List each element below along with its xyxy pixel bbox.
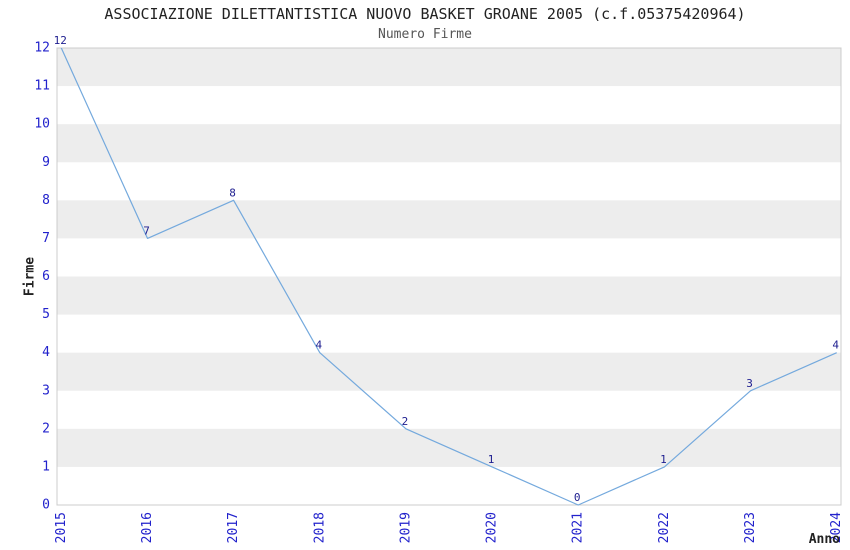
y-tick-label: 7: [42, 231, 50, 246]
x-tick-label: 2022: [657, 512, 672, 543]
alt-band: [57, 124, 841, 163]
x-tick-label: 2015: [54, 512, 69, 543]
data-line: [60, 47, 837, 506]
x-tick-label: 2024: [829, 512, 844, 543]
y-tick-label: 12: [34, 41, 50, 56]
y-tick-label: 1: [42, 459, 50, 474]
point-label: 4: [315, 339, 322, 352]
point-label: 1: [660, 453, 667, 466]
y-tick-label: 11: [34, 79, 50, 94]
chart-subtitle: Numero Firme: [378, 27, 472, 42]
x-tick-label: 2019: [398, 512, 413, 543]
point-label: 2: [402, 415, 409, 428]
y-tick-label: 8: [42, 193, 50, 208]
y-tick-label: 3: [42, 383, 50, 398]
y-tick-label: 0: [42, 498, 50, 513]
point-label: 7: [143, 224, 150, 237]
point-label: 3: [746, 377, 753, 390]
alt-band: [57, 352, 841, 391]
alt-band: [57, 200, 841, 239]
y-tick-label: 9: [42, 155, 50, 170]
x-axis-label: Anno: [809, 532, 840, 547]
x-tick-label: 2023: [743, 512, 758, 543]
point-label: 12: [54, 34, 67, 47]
y-tick-label: 5: [42, 307, 50, 322]
point-label: 8: [229, 186, 236, 199]
x-tick-label: 2017: [226, 512, 241, 543]
y-tick-label: 2: [42, 421, 50, 436]
x-tick-label: 2018: [312, 512, 327, 543]
x-tick-label: 2020: [485, 512, 500, 543]
y-tick-label: 6: [42, 269, 50, 284]
x-tick-label: 2021: [571, 512, 586, 543]
point-label: 4: [832, 339, 839, 352]
y-axis-label: Firme: [23, 257, 38, 296]
point-label: 0: [574, 491, 581, 504]
x-tick-label: 2016: [140, 512, 155, 543]
alt-band: [57, 276, 841, 315]
y-tick-label: 10: [34, 117, 50, 132]
y-tick-label: 4: [42, 345, 50, 360]
chart-title: ASSOCIAZIONE DILETTANTISTICA NUOVO BASKE…: [104, 5, 746, 23]
alt-band: [57, 48, 841, 87]
point-label: 1: [488, 453, 495, 466]
plot-frame: [56, 47, 842, 506]
